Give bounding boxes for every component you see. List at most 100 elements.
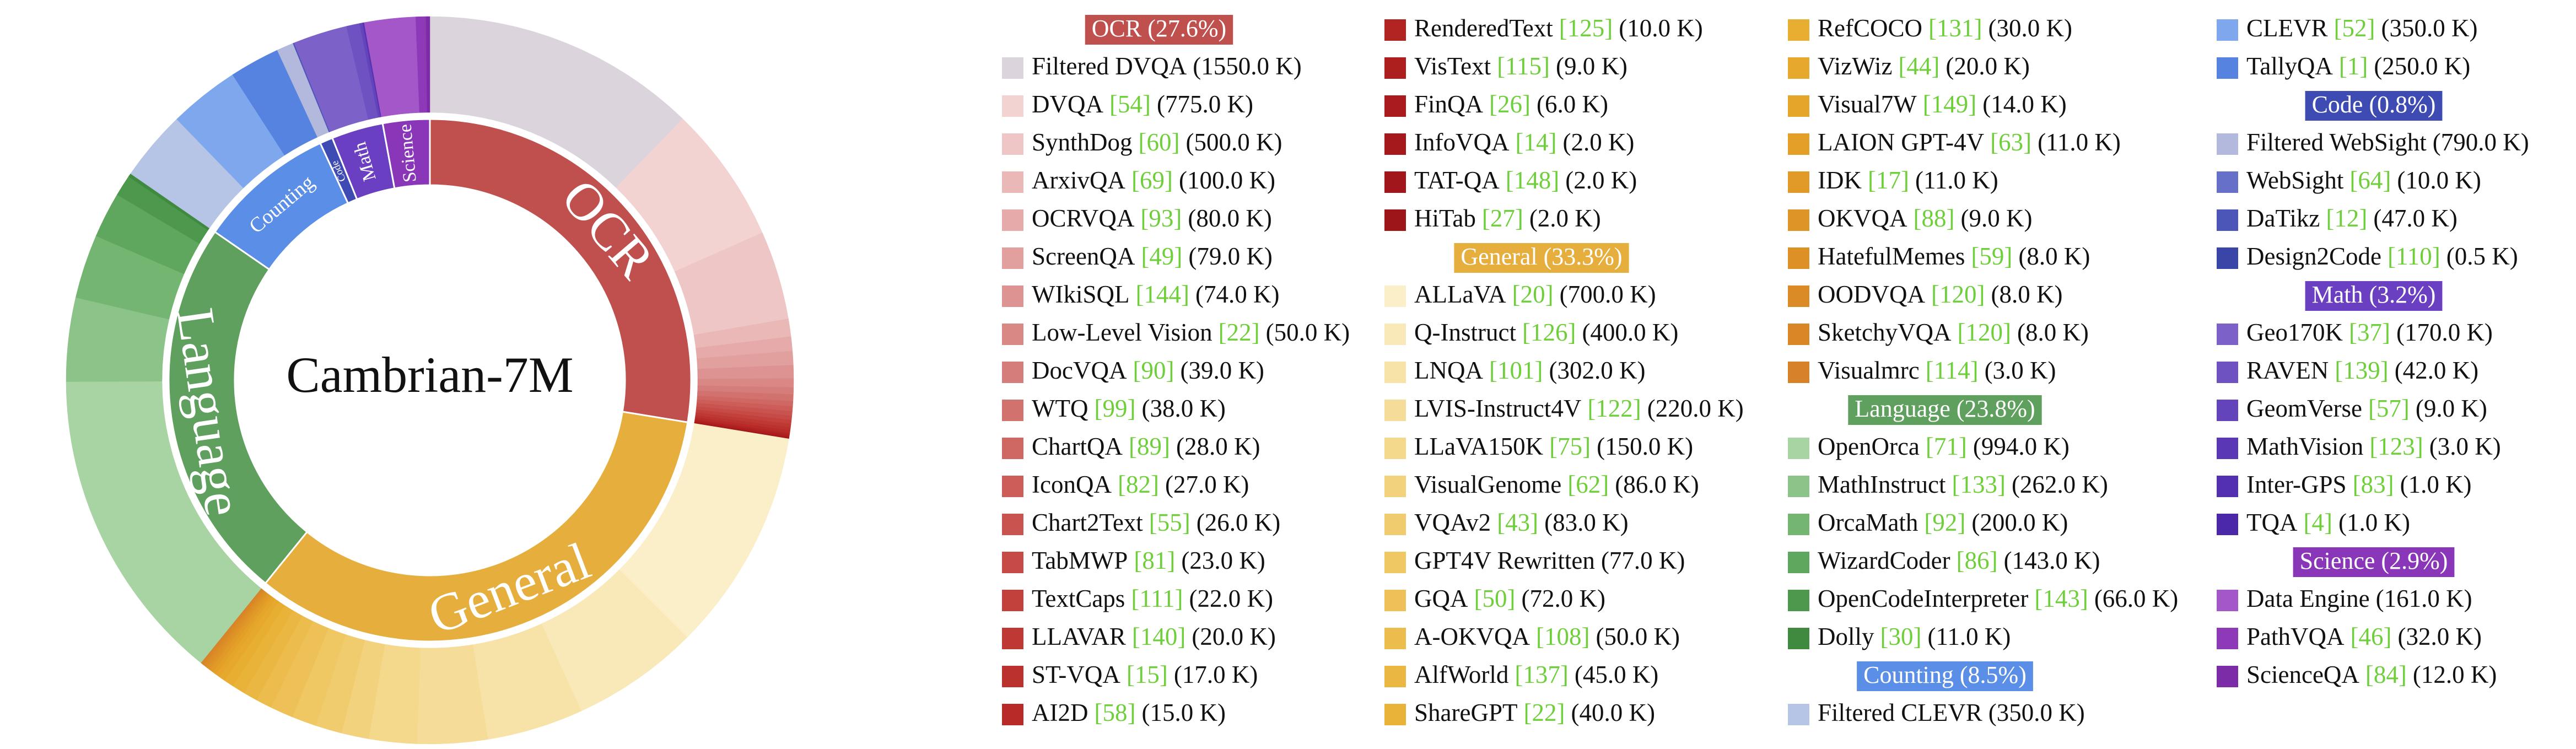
dataset-ref: [49]: [1141, 243, 1182, 270]
dataset-size: (39.0 K): [1180, 357, 1264, 384]
legend-swatch: [2217, 209, 2238, 231]
dataset-name: OODVQA: [1818, 281, 1925, 308]
dataset-name: ST-VQA: [1032, 661, 1120, 688]
legend-entry: MathInstruct [133] (262.0 K): [1818, 471, 2108, 498]
legend-entry: GQA [50] (72.0 K): [1414, 585, 1605, 612]
legend-header-box: [1454, 243, 1629, 273]
legend-entry: OpenCodeInterpreter [143] (66.0 K): [1818, 585, 2178, 612]
dataset-size: (15.0 K): [1141, 699, 1225, 726]
legend-entry: AI2D [58] (15.0 K): [1032, 699, 1226, 726]
legend-swatch: [2217, 362, 2238, 383]
legend-entry: VisualGenome [62] (86.0 K): [1414, 471, 1699, 498]
legend-header: Science (2.9%): [2293, 547, 2455, 577]
legend-header-box: [1085, 15, 1233, 45]
dataset-size: (17.0 K): [1174, 661, 1258, 688]
legend-entry: Visual7W [149] (14.0 K): [1818, 90, 2067, 118]
dataset-size: (38.0 K): [1141, 395, 1225, 422]
legend-header-label: Language (23.8%): [1855, 395, 2035, 422]
dataset-ref: [22]: [1219, 319, 1260, 346]
legend-swatch: [1384, 514, 1406, 535]
dataset-ref: [59]: [1971, 243, 2012, 270]
legend-header: Math (3.2%): [2305, 281, 2443, 311]
dataset-ref: [58]: [1094, 699, 1135, 726]
dataset-name: CLEVR: [2246, 14, 2328, 42]
legend-entry: Q-Instruct [126] (400.0 K): [1414, 319, 1678, 346]
dataset-name: VisualGenome: [1414, 471, 1561, 498]
dataset-size: (143.0 K): [2004, 547, 2100, 574]
dataset-size: (262.0 K): [2012, 471, 2108, 498]
dataset-name: Filtered WebSight: [2246, 128, 2427, 156]
dataset-ref: [60]: [1139, 128, 1180, 156]
dataset-name: OCRVQA: [1032, 204, 1135, 232]
legend-entry: WizardCoder [86] (143.0 K): [1818, 547, 2100, 574]
dataset-name: IDK: [1818, 166, 1862, 194]
dataset-ref: [62]: [1567, 471, 1609, 498]
dataset-ref: [144]: [1135, 281, 1189, 308]
dataset-ref: [30]: [1880, 623, 1922, 650]
dataset-ref: [81]: [1134, 547, 1175, 574]
dataset-name: LNQA: [1414, 357, 1483, 384]
legend-entry: OpenOrca [71] (994.0 K): [1818, 433, 2070, 460]
dataset-name: WIkiSQL: [1032, 281, 1129, 308]
dataset-ref: [82]: [1118, 471, 1159, 498]
outer-segment: [429, 16, 683, 188]
dataset-size: (28.0 K): [1176, 433, 1260, 460]
chart-title: Cambrian-7M: [286, 347, 573, 403]
dataset-size: (10.0 K): [1619, 14, 1702, 42]
dataset-size: (86.0 K): [1615, 471, 1699, 498]
legend-entry: Visualmrc [114] (3.0 K): [1818, 357, 2056, 384]
dataset-size: (50.0 K): [1596, 623, 1679, 650]
dataset-size: (47.0 K): [2373, 204, 2457, 232]
dataset-ref: [99]: [1094, 395, 1135, 422]
legend-entry: InfoVQA [14] (2.0 K): [1414, 128, 1634, 156]
legend-entry: TQA [4] (1.0 K): [2246, 509, 2410, 536]
legend-swatch: [2217, 666, 2238, 687]
legend-header: Counting (8.5%): [1857, 661, 2033, 691]
dataset-ref: [43]: [1497, 509, 1538, 536]
dataset-size: (1.0 K): [2338, 509, 2410, 536]
dataset-ref: [63]: [1990, 128, 2031, 156]
legend-entry: GeomVerse [57] (9.0 K): [2246, 395, 2487, 422]
dataset-name: OKVQA: [1818, 204, 1907, 232]
legend-swatch: [1002, 400, 1023, 421]
legend-entry: TAT-QA [148] (2.0 K): [1414, 166, 1637, 194]
dataset-size: (83.0 K): [1544, 509, 1628, 536]
inner-segment: [264, 411, 689, 643]
dataset-ref: [52]: [2334, 14, 2375, 42]
legend-header-box: [2305, 281, 2443, 311]
legend-swatch: [1788, 133, 1809, 155]
legend-swatch: [1384, 133, 1406, 155]
dataset-name: SketchyVQA: [1818, 319, 1952, 346]
legend-swatch: [1788, 704, 1809, 725]
dataset-ref: [148]: [1506, 166, 1559, 194]
dataset-ref: [27]: [1482, 204, 1523, 232]
legend-swatch: [1788, 552, 1809, 573]
dataset-name: Design2Code: [2246, 243, 2381, 270]
dataset-ref: [64]: [2349, 166, 2391, 194]
legend-entry: SynthDog [60] (500.0 K): [1032, 128, 1282, 156]
dataset-size: (350.0 K): [1988, 699, 2085, 726]
dataset-size: (23.0 K): [1181, 547, 1265, 574]
legend-header-box: [2293, 547, 2455, 577]
dataset-name: TAT-QA: [1414, 166, 1500, 194]
legend-swatch: [1384, 476, 1406, 497]
dataset-size: (200.0 K): [1971, 509, 2068, 536]
legend-swatch: [1384, 171, 1406, 193]
legend-entry: Dolly [30] (11.0 K): [1818, 623, 2011, 650]
dataset-name: AI2D: [1032, 699, 1088, 726]
legend-header-box: [1857, 661, 2033, 691]
dataset-size: (27.0 K): [1165, 471, 1249, 498]
legend-swatch: [2217, 324, 2238, 345]
legend-entry: FinQA [26] (6.0 K): [1414, 90, 1608, 118]
dataset-ref: [37]: [2349, 319, 2390, 346]
dataset-size: (350.0 K): [2381, 14, 2478, 42]
legend-swatch: [2217, 438, 2238, 459]
legend-swatch: [1788, 628, 1809, 649]
legend-entry: SketchyVQA [120] (8.0 K): [1818, 319, 2089, 346]
legend-header-label: Science (2.9%): [2300, 547, 2448, 574]
legend-entry: VizWiz [44] (20.0 K): [1818, 52, 2030, 80]
dataset-size: (66.0 K): [2094, 585, 2178, 612]
legend-swatch: [2217, 247, 2238, 269]
legend-swatch: [1788, 209, 1809, 231]
legend-swatch: [1002, 209, 1023, 231]
